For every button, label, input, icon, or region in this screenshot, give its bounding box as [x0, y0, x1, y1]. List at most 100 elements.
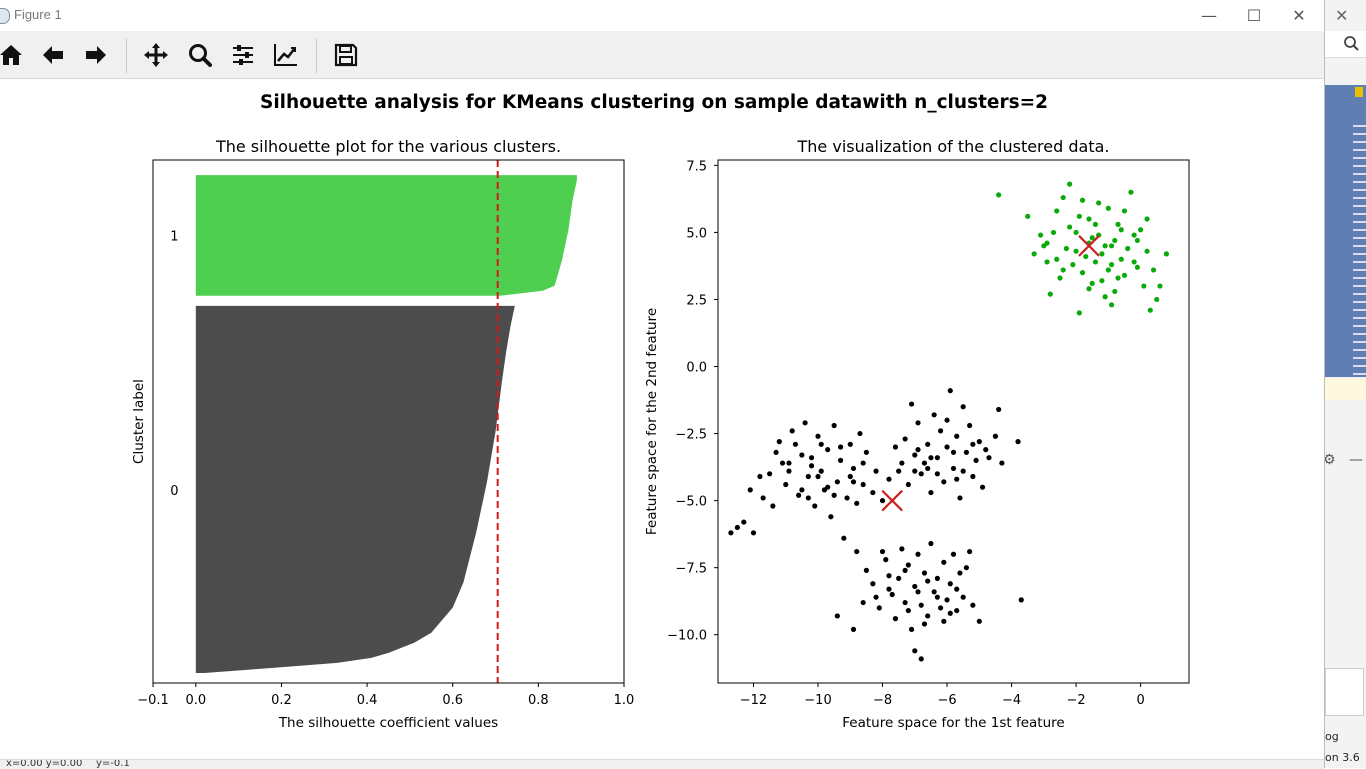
scatter-point [1112, 237, 1118, 244]
maximize-button[interactable]: ☐ [1246, 6, 1262, 25]
scatter-point [941, 559, 947, 565]
scatter-point [1060, 194, 1066, 201]
scatter-point [1115, 275, 1121, 281]
background-search-box[interactable] [1325, 31, 1366, 58]
scatter-point [947, 388, 953, 394]
scatter-point [963, 449, 970, 455]
scatter-point [921, 621, 928, 627]
x-tick-label: 0.0 [185, 693, 206, 708]
customize-button[interactable] [271, 40, 301, 70]
scatter-point [879, 548, 886, 555]
scatter-point [967, 548, 973, 555]
scatter-point [970, 441, 976, 447]
scatter-point [925, 441, 931, 447]
scatter-point [960, 468, 966, 474]
minus-icon[interactable]: — [1349, 452, 1363, 468]
silhouette-y-axis-label: Cluster label [131, 379, 147, 464]
scatter-point [786, 468, 792, 474]
scatter-point [808, 455, 815, 461]
scatter-point [976, 439, 982, 445]
zoom-magnifier-icon [189, 44, 212, 67]
scatter-point [1031, 251, 1037, 257]
scatter-point [996, 192, 1002, 198]
scatter-point [886, 573, 892, 579]
x-tick-label: 0 [1136, 693, 1144, 708]
scatter-point [928, 455, 934, 461]
scatter-point [818, 441, 824, 447]
minimize-button[interactable]: — [1201, 6, 1217, 25]
silhouette-cluster-1 [195, 175, 577, 296]
scatter-point [896, 575, 902, 581]
scatter-plot-title: The visualization of the clustered data. [797, 137, 1110, 156]
cursor-x-readout: x=0.00 y=0.00 [6, 759, 83, 769]
edit-axes-icon [274, 44, 297, 66]
scatter-point [757, 473, 763, 480]
yellow-marker [1355, 87, 1363, 97]
scatter-point [1105, 267, 1111, 273]
scatter-axes-frame [717, 159, 1190, 684]
x-tick-label: 1.0 [614, 693, 635, 708]
forward-button[interactable] [81, 40, 111, 70]
home-icon [0, 45, 22, 65]
gear-icon[interactable]: ⚙ [1325, 452, 1336, 468]
scatter-point [1141, 283, 1147, 289]
scatter-point [1067, 181, 1073, 187]
zoom-button[interactable] [185, 40, 215, 70]
scatter-point [1121, 272, 1128, 278]
scatter-point [863, 449, 869, 455]
silhouette-cluster-0 [195, 305, 515, 673]
scatter-point [960, 404, 966, 410]
cluster-scatter-plot: The visualization of the clustered data.… [644, 137, 1190, 731]
scatter-point [1163, 251, 1170, 257]
figure-suptitle: Silhouette analysis for KMeans clusterin… [260, 92, 1048, 113]
scatter-point [902, 599, 908, 606]
x-tick-label: −8 [873, 693, 892, 708]
title-bar: Figure 1 — ☐ ✕ [0, 0, 1324, 31]
scatter-point [1050, 229, 1057, 236]
scatter-point [944, 597, 950, 603]
y-tick-label: 5.0 [686, 226, 707, 241]
close-button[interactable]: ✕ [1292, 6, 1306, 25]
scatter-point [870, 581, 876, 587]
scatter-point [918, 471, 924, 477]
scatter-point [892, 444, 899, 450]
scatter-point [1131, 259, 1137, 265]
scatter-point [860, 460, 866, 466]
x-tick-label: −6 [937, 693, 956, 708]
scatter-point [1070, 262, 1076, 268]
scatter-point [1054, 208, 1060, 214]
scatter-point [944, 417, 950, 423]
silhouette-plot-title: The silhouette plot for the various clus… [215, 137, 561, 156]
scatter-point [1134, 237, 1140, 244]
subplots-button[interactable] [228, 40, 258, 70]
scatter-point [992, 433, 999, 439]
scatter-point [1073, 229, 1079, 236]
save-button[interactable] [331, 40, 361, 70]
x-tick-label: 0.6 [442, 693, 463, 708]
scatter-point [1076, 213, 1082, 219]
scatter-point [1115, 221, 1121, 227]
scatter-point [767, 471, 773, 477]
scatter-point [902, 436, 908, 442]
scatter-point [847, 473, 853, 480]
scatter-x-axis-label: Feature space for the 1st feature [842, 715, 1064, 731]
scatter-point [925, 578, 931, 584]
scatter-point [950, 551, 957, 557]
scatter-point [773, 449, 779, 455]
background-close-icon[interactable]: ✕ [1335, 6, 1349, 25]
y-tick-label: −2.5 [675, 428, 707, 443]
pan-button[interactable] [141, 40, 171, 70]
silhouette-x-axis-label: The silhouette coefficient values [278, 715, 498, 731]
home-button[interactable] [0, 40, 26, 70]
scatter-point [950, 465, 957, 472]
scatter-point [925, 465, 931, 472]
scatter-point [860, 599, 866, 606]
scatter-point [825, 447, 831, 453]
scatter-point [934, 471, 940, 477]
back-arrow-icon [43, 46, 63, 64]
back-button[interactable] [38, 40, 68, 70]
scatter-point [1054, 256, 1060, 262]
scatter-point [1083, 253, 1089, 260]
scatter-point [1015, 439, 1021, 445]
figure-canvas[interactable]: Silhouette analysis for KMeans clusterin… [0, 79, 1324, 759]
